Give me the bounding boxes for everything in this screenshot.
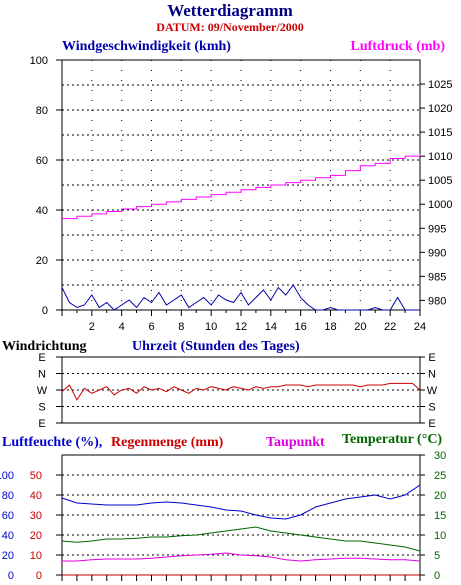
chart-title: Wetterdiagramm	[167, 1, 293, 20]
wind-speed-tick-label: 0	[42, 305, 48, 317]
hour-tick-label: 6	[148, 321, 154, 333]
hour-tick-label: 16	[295, 321, 307, 333]
pressure-tick-label: 990	[428, 247, 446, 259]
rain-tick-label: 0	[36, 570, 42, 582]
humidity-tick-label: 0	[8, 570, 14, 582]
temperature-label: Temperatur (°C)	[342, 432, 442, 447]
temperature-tick-label: 5	[434, 550, 440, 562]
humidity-series-line	[61, 484, 421, 520]
pressure-tick-label: 995	[428, 223, 446, 235]
rain-tick-label: 40	[30, 490, 42, 502]
pressure-tick-label: 1020	[428, 103, 452, 115]
temperature-tick-label: 15	[434, 510, 446, 522]
wind-pressure-frame	[61, 59, 421, 311]
temperature-series-line	[61, 526, 421, 552]
direction-tick-label-right: S	[428, 402, 435, 414]
humidity-tick-label: 60	[2, 510, 14, 522]
wind-speed-tick-label: 40	[36, 205, 48, 217]
hour-tick-label: 4	[119, 321, 125, 333]
pressure-tick-label: 1000	[428, 199, 452, 211]
wind-direction-series-line	[61, 382, 421, 401]
direction-tick-label-left: N	[38, 369, 46, 381]
hour-tick-label: 20	[354, 321, 366, 333]
direction-tick-label-left: E	[38, 352, 45, 364]
pressure-tick-label: 1015	[428, 127, 452, 139]
pressure-series-line	[62, 153, 421, 220]
temperature-tick-label: 20	[434, 490, 446, 502]
pressure-tick-label: 980	[428, 295, 446, 307]
humidity-temperature-frame	[61, 454, 421, 576]
direction-tick-label-left: W	[37, 385, 48, 397]
humidity-tick-label: 40	[2, 530, 14, 542]
hour-tick-label: 8	[178, 321, 184, 333]
pressure-tick-label: 1005	[428, 175, 452, 187]
direction-tick-label-right: E	[428, 418, 435, 430]
hour-tick-label: 14	[265, 321, 277, 333]
wind-direction-frame	[61, 356, 421, 424]
hour-tick-label: 18	[324, 321, 336, 333]
rain-tick-label: 20	[30, 530, 42, 542]
humidity-tick-label: 100	[0, 470, 14, 482]
wind-speed-tick-label: 80	[36, 105, 48, 117]
rain-tick-label: 10	[30, 550, 42, 562]
hour-tick-label: 22	[384, 321, 396, 333]
direction-tick-label-right: N	[428, 369, 436, 381]
wind-speed-axis-label: Windgeschwindigkeit (kmh)	[62, 39, 231, 54]
hour-tick-label: 24	[414, 321, 426, 333]
time-axis-label: Uhrzeit (Stunden des Tages)	[132, 339, 300, 354]
dewpoint-series-line	[62, 552, 421, 562]
temperature-tick-label: 10	[434, 530, 446, 542]
wind-speed-series-line	[61, 284, 420, 311]
dewpoint-label: Taupunkt	[266, 435, 325, 450]
wind-direction-label: Windrichtung	[2, 339, 87, 354]
humidity-tick-label: 20	[2, 550, 14, 562]
pressure-tick-label: 1010	[428, 151, 452, 163]
rain-tick-label: 30	[30, 510, 42, 522]
chart-date: DATUM: 09/November/2000	[156, 20, 303, 34]
temperature-tick-label: 30	[434, 450, 446, 462]
pressure-tick-label: 985	[428, 271, 446, 283]
temperature-tick-label: 0	[434, 570, 440, 582]
humidity-label: Luftfeuchte (%),	[2, 435, 102, 450]
rain-label: Regenmenge (mm)	[111, 435, 224, 450]
hour-tick-label: 2	[89, 321, 95, 333]
hour-tick-label: 12	[235, 321, 247, 333]
wind-speed-tick-label: 60	[36, 155, 48, 167]
direction-tick-label-left: E	[38, 418, 45, 430]
temperature-tick-label: 25	[434, 470, 446, 482]
pressure-axis-label: Luftdruck (mb)	[350, 39, 445, 54]
wind-speed-tick-label: 100	[30, 55, 48, 67]
direction-tick-label-right: W	[427, 385, 438, 397]
humidity-tick-label: 80	[2, 490, 14, 502]
direction-tick-label-left: S	[38, 402, 45, 414]
hour-tick-label: 10	[205, 321, 217, 333]
pressure-tick-label: 1025	[428, 79, 452, 91]
rain-tick-label: 50	[30, 470, 42, 482]
direction-tick-label-right: E	[428, 352, 435, 364]
wind-speed-tick-label: 20	[36, 255, 48, 267]
